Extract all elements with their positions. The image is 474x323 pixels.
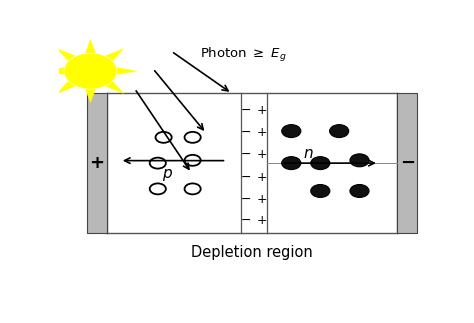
Bar (87, 93, 107, 233)
Text: −: − (241, 171, 251, 183)
Text: +: + (257, 193, 267, 206)
Circle shape (64, 53, 117, 89)
Polygon shape (57, 49, 78, 62)
Text: n: n (304, 146, 313, 161)
Polygon shape (57, 80, 78, 93)
Circle shape (150, 158, 166, 169)
Circle shape (282, 125, 301, 138)
Text: +: + (257, 104, 267, 117)
Circle shape (155, 132, 172, 143)
Bar (107, 93, 397, 233)
Polygon shape (85, 39, 96, 55)
Text: +: + (90, 154, 104, 172)
Circle shape (350, 154, 369, 167)
Text: −: − (241, 193, 251, 206)
Polygon shape (103, 80, 123, 93)
Text: +: + (257, 171, 267, 183)
Circle shape (350, 184, 369, 197)
Text: Photon $\geq$ $E_g$: Photon $\geq$ $E_g$ (200, 46, 286, 64)
Polygon shape (114, 67, 137, 75)
Text: Depletion region: Depletion region (191, 245, 313, 260)
Circle shape (311, 184, 330, 197)
Text: +: + (257, 148, 267, 161)
Circle shape (282, 157, 301, 170)
Circle shape (64, 53, 117, 89)
Polygon shape (44, 67, 66, 75)
Text: −: − (400, 154, 415, 172)
Text: −: − (241, 148, 251, 161)
Circle shape (184, 132, 201, 143)
Text: −: − (241, 214, 251, 227)
Circle shape (329, 125, 349, 138)
Text: p: p (163, 166, 172, 181)
Circle shape (311, 157, 330, 170)
Text: −: − (241, 104, 251, 117)
Text: +: + (257, 214, 267, 227)
Circle shape (184, 155, 201, 166)
Circle shape (150, 183, 166, 194)
Text: −: − (241, 126, 251, 139)
Bar (397, 93, 418, 233)
Text: +: + (257, 126, 267, 139)
Polygon shape (85, 87, 96, 103)
Circle shape (184, 183, 201, 194)
Polygon shape (103, 49, 123, 62)
